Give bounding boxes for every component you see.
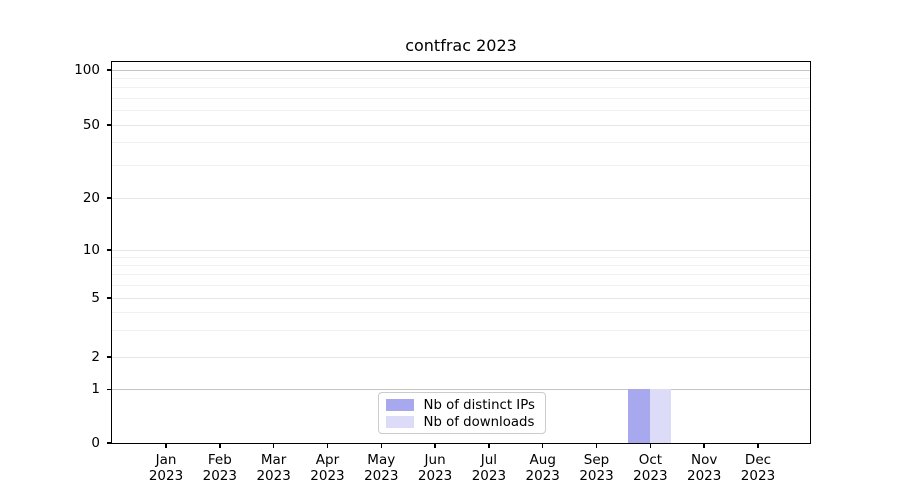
gridline-minor-9 xyxy=(111,256,810,258)
bar-distinct-ips-oct xyxy=(628,389,650,443)
x-tick-year: 2023 xyxy=(364,468,399,484)
x-tick-label-aug: Aug 2023 xyxy=(513,452,573,484)
x-tick-label-dec: Dec 2023 xyxy=(728,452,788,484)
gridline-minor-4 xyxy=(111,311,810,313)
y-tick-label-10: 10 xyxy=(82,241,100,258)
x-tick-year: 2023 xyxy=(740,468,776,484)
gridline-minor-60 xyxy=(111,110,810,112)
x-tick-mark-aug xyxy=(541,443,544,448)
gridline-minor-6 xyxy=(111,284,810,286)
gridline-major-100 xyxy=(111,69,810,71)
legend-swatch-distinct-ips xyxy=(385,399,414,411)
y-tick-label-50: 50 xyxy=(82,116,100,133)
y-tick-mark-5 xyxy=(106,297,111,299)
x-tick-year: 2023 xyxy=(310,468,345,484)
bar-downloads-oct xyxy=(649,389,672,443)
x-tick-month: Jul xyxy=(480,452,498,468)
y-tick-mark-50 xyxy=(106,124,111,126)
x-tick-year: 2023 xyxy=(579,468,614,484)
x-tick-mark-mar xyxy=(272,443,275,448)
y-tick-label-2: 2 xyxy=(91,348,100,365)
x-tick-month: Oct xyxy=(638,452,663,468)
x-tick-month: Dec xyxy=(744,452,772,468)
x-tick-year: 2023 xyxy=(417,468,453,484)
y-tick-mark-20 xyxy=(106,197,111,199)
x-tick-label-apr: Apr 2023 xyxy=(297,452,357,484)
x-tick-label-sep: Sep 2023 xyxy=(567,452,627,484)
legend-row: Nb of downloads xyxy=(385,414,545,431)
x-tick-mark-nov xyxy=(703,443,705,448)
x-tick-label-mar: Mar 2023 xyxy=(244,452,304,484)
x-tick-year: 2023 xyxy=(633,468,668,484)
y-tick-label-0: 0 xyxy=(91,434,100,451)
x-tick-mark-jul xyxy=(488,443,490,448)
x-tick-label-nov: Nov 2023 xyxy=(674,452,734,484)
gridline-minor-8 xyxy=(111,264,810,266)
legend-label: Nb of downloads xyxy=(423,414,535,430)
x-tick-mark-oct xyxy=(649,443,652,448)
legend-swatch-downloads xyxy=(385,416,414,428)
x-tick-mark-jan xyxy=(165,443,167,448)
gridline-major-10 xyxy=(111,249,810,251)
gridline-minor-90 xyxy=(111,77,810,79)
x-tick-label-feb: Feb 2023 xyxy=(190,452,250,484)
x-tick-month: Aug xyxy=(529,452,556,468)
x-tick-month: Jan xyxy=(155,452,177,468)
x-tick-mark-dec xyxy=(757,443,759,448)
y-tick-label-20: 20 xyxy=(82,189,100,206)
y-tick-mark-1 xyxy=(106,388,111,391)
gridline-major-20 xyxy=(111,197,810,199)
legend-row: Nb of distinct IPs xyxy=(385,397,545,414)
gridline-minor-3 xyxy=(111,330,810,332)
x-tick-month: Apr xyxy=(315,452,340,468)
x-tick-month: Nov xyxy=(690,452,718,468)
x-tick-month: May xyxy=(367,452,396,468)
x-tick-label-oct: Oct 2023 xyxy=(620,452,680,484)
x-tick-year: 2023 xyxy=(202,468,237,484)
y-tick-label-5: 5 xyxy=(91,289,100,306)
y-tick-mark-100 xyxy=(106,69,111,71)
gridline-major-1 xyxy=(111,389,810,390)
x-tick-year: 2023 xyxy=(256,468,291,484)
gridline-major-50 xyxy=(111,124,810,126)
plot-area: Nb of distinct IPs Nb of downloads xyxy=(110,60,811,444)
chart-title: contfrac 2023 xyxy=(405,36,517,55)
gridline-major-2 xyxy=(111,356,810,358)
y-tick-label-100: 100 xyxy=(74,61,100,78)
y-tick-mark-0 xyxy=(106,442,111,444)
x-tick-mark-sep xyxy=(595,443,598,448)
gridline-minor-30 xyxy=(111,165,810,167)
gridline-minor-7 xyxy=(111,274,810,276)
y-tick-mark-10 xyxy=(106,249,111,251)
y-tick-label-1: 1 xyxy=(91,381,100,397)
x-tick-month: Mar xyxy=(260,452,287,468)
x-tick-month: Jun xyxy=(424,452,446,468)
x-tick-month: Sep xyxy=(583,452,610,468)
legend-label: Nb of distinct IPs xyxy=(423,397,535,413)
gridline-major-5 xyxy=(111,297,810,299)
x-tick-year: 2023 xyxy=(148,468,184,484)
y-tick-mark-2 xyxy=(106,356,111,358)
x-tick-month: Feb xyxy=(207,452,232,468)
gridline-minor-70 xyxy=(111,97,810,99)
x-tick-mark-apr xyxy=(326,443,329,448)
x-tick-label-may: May 2023 xyxy=(351,452,411,484)
x-tick-mark-jun xyxy=(434,443,436,448)
x-tick-year: 2023 xyxy=(686,468,722,484)
x-tick-year: 2023 xyxy=(471,468,507,484)
x-tick-mark-may xyxy=(380,443,383,448)
x-tick-label-jan: Jan 2023 xyxy=(136,452,196,484)
x-tick-year: 2023 xyxy=(525,468,560,484)
legend: Nb of distinct IPs Nb of downloads xyxy=(377,391,546,434)
x-tick-mark-feb xyxy=(219,443,221,448)
gridline-minor-80 xyxy=(111,87,810,89)
gridline-minor-40 xyxy=(111,142,810,144)
x-tick-label-jul: Jul 2023 xyxy=(459,452,519,484)
x-tick-label-jun: Jun 2023 xyxy=(405,452,465,484)
